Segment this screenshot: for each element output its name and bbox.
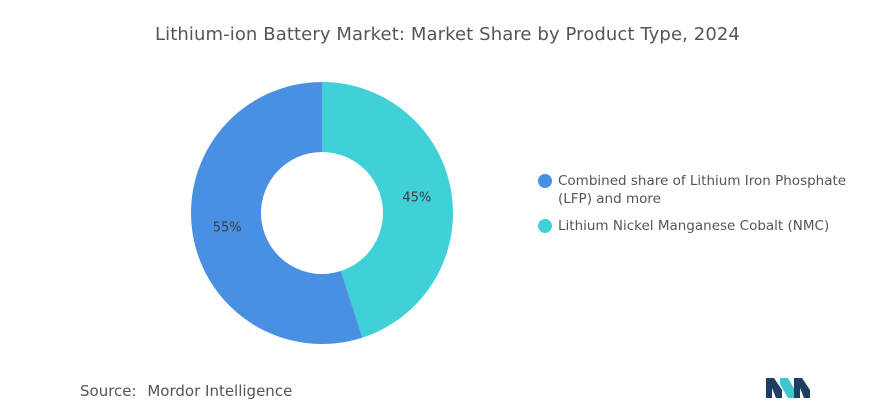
slice-label-nmc: 45% — [402, 190, 431, 205]
legend-item-lfp[interactable]: Combined share of Lithium Iron Phosphate… — [538, 172, 878, 208]
legend-swatch-lfp-icon — [538, 174, 552, 188]
mordor-intelligence-logo-icon — [766, 378, 810, 398]
legend-label-lfp: Combined share of Lithium Iron Phosphate… — [558, 172, 846, 208]
source-note: Source: Mordor Intelligence — [80, 382, 292, 400]
donut-slice-nmc — [322, 82, 454, 338]
source-prefix: Source: — [80, 382, 137, 400]
legend-item-nmc[interactable]: Lithium Nickel Manganese Cobalt (NMC) — [538, 217, 878, 235]
donut-slice-labels: 45% 55% — [213, 190, 432, 235]
legend-label-nmc: Lithium Nickel Manganese Cobalt (NMC) — [558, 217, 829, 235]
source-name: Mordor Intelligence — [147, 382, 293, 400]
chart-title: Lithium-ion Battery Market: Market Share… — [154, 24, 740, 45]
donut-slice-lfp — [191, 81, 363, 344]
legend-label-lfp-line2: (LFP) and more — [558, 191, 661, 207]
legend-swatch-nmc-icon — [538, 219, 552, 233]
legend-label-nmc-line1: Lithium Nickel Manganese Cobalt (NMC) — [558, 218, 830, 234]
slice-label-lfp: 55% — [213, 221, 242, 236]
legend: Combined share of Lithium Iron Phosphate… — [538, 172, 878, 244]
legend-label-lfp-line1: Combined share of Lithium Iron Phosphate — [558, 173, 847, 189]
donut-slices — [191, 81, 454, 344]
